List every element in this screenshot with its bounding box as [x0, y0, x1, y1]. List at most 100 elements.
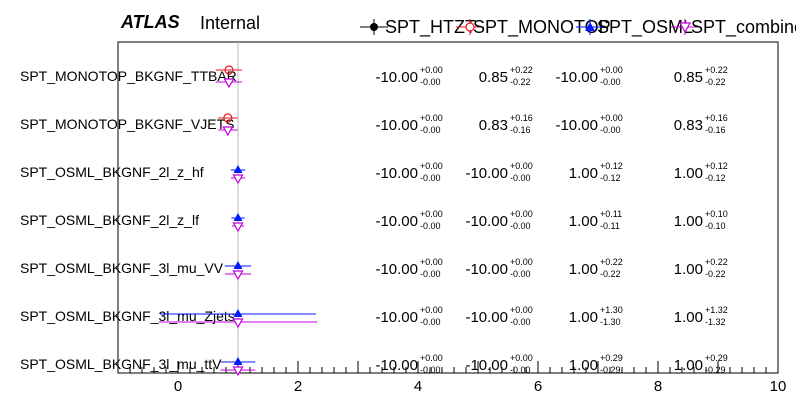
x-tick-label: 0	[174, 378, 182, 395]
x-tick-label: 2	[294, 378, 302, 395]
value-label: 0.83	[479, 117, 508, 134]
point-marker	[232, 270, 244, 281]
error-up-label: +0.16	[510, 113, 533, 123]
point-marker	[233, 357, 243, 365]
value-label: -10.00	[375, 69, 418, 86]
value-label: 1.00	[674, 357, 703, 374]
row-label: SPT_MONOTOP_BKGNF_VJETS	[20, 116, 234, 132]
error-up-label: +1.32	[705, 305, 728, 315]
point-marker	[223, 78, 235, 89]
error-down-label: -0.00	[420, 173, 441, 183]
error-down-label: -0.00	[420, 365, 441, 375]
value-label: 1.00	[674, 309, 703, 326]
value-label: -10.00	[375, 165, 418, 182]
error-up-label: +0.22	[600, 257, 623, 267]
error-up-label: +0.00	[600, 65, 623, 75]
value-label: -10.00	[555, 117, 598, 134]
value-label: 0.85	[674, 69, 703, 86]
error-down-label: -0.29	[600, 365, 621, 375]
error-up-label: +0.16	[705, 113, 728, 123]
error-up-label: +0.00	[510, 305, 533, 315]
error-down-label: -0.00	[420, 221, 441, 231]
legend-label-htzt: SPT_HTZT	[385, 17, 477, 37]
row-label: SPT_OSML_BKGNF_3l_mu_ttV	[20, 356, 222, 372]
error-down-label: -0.00	[420, 125, 441, 135]
error-down-label: -0.29	[705, 365, 726, 375]
legend-marker-combined-icon	[671, 19, 699, 35]
value-label: 1.00	[569, 213, 598, 230]
error-up-label: +0.00	[420, 305, 443, 315]
value-label: -10.00	[375, 213, 418, 230]
row-label: SPT_OSML_BKGNF_3l_mu_Zjets	[20, 308, 235, 324]
legend-label-osml: SPT_OSML	[597, 17, 694, 37]
error-down-label: -0.22	[600, 269, 621, 279]
error-up-label: +0.12	[705, 161, 728, 171]
point-marker	[233, 165, 243, 173]
value-label: 1.00	[569, 357, 598, 374]
point-marker	[222, 126, 234, 137]
value-label: -10.00	[375, 309, 418, 326]
point-marker	[223, 113, 233, 123]
error-down-label: -0.00	[420, 317, 441, 327]
row-label: SPT_MONOTOP_BKGNF_TTBAR	[20, 68, 237, 84]
value-label: -10.00	[465, 213, 508, 230]
value-label: 1.00	[674, 213, 703, 230]
x-tick-label: 4	[414, 378, 422, 395]
value-label: 1.00	[569, 261, 598, 278]
value-label: -10.00	[375, 117, 418, 134]
status-label: Internal	[200, 13, 261, 33]
atlas-label: ATLAS	[121, 12, 180, 32]
error-down-label: -0.16	[705, 125, 726, 135]
error-up-label: +0.00	[510, 257, 533, 267]
legend-marker-monotop-icon	[456, 19, 484, 35]
point-marker	[232, 318, 244, 329]
error-down-label: -0.00	[510, 173, 531, 183]
row-label: SPT_OSML_BKGNF_3l_mu_VV	[20, 260, 224, 276]
error-down-label: -0.12	[705, 173, 726, 183]
value-label: 1.00	[674, 165, 703, 182]
error-up-label: +0.10	[705, 209, 728, 219]
value-label: -10.00	[465, 357, 508, 374]
row-label: SPT_OSML_BKGNF_2l_z_lf	[20, 212, 199, 228]
value-label: 0.85	[479, 69, 508, 86]
error-down-label: -0.00	[600, 125, 621, 135]
point-marker	[233, 261, 243, 269]
error-up-label: +0.00	[420, 257, 443, 267]
value-label: -10.00	[375, 357, 418, 374]
error-up-label: +0.00	[510, 161, 533, 171]
x-tick-label: 10	[770, 378, 787, 395]
error-down-label: -0.22	[510, 77, 531, 87]
error-up-label: +0.00	[420, 113, 443, 123]
value-label: -10.00	[375, 261, 418, 278]
point-marker	[233, 309, 243, 317]
value-label: -10.00	[465, 165, 508, 182]
x-tick-label: 6	[534, 378, 542, 395]
legend-marker-osml-icon	[576, 19, 604, 35]
error-down-label: -0.16	[510, 125, 531, 135]
error-up-label: +0.11	[600, 209, 622, 219]
error-down-label: -0.00	[510, 221, 531, 231]
value-label: 1.00	[569, 165, 598, 182]
x-tick-label: 8	[654, 378, 662, 395]
value-label: -10.00	[555, 69, 598, 86]
value-label: -10.00	[465, 261, 508, 278]
error-up-label: +0.29	[705, 353, 728, 363]
error-up-label: +0.29	[600, 353, 623, 363]
error-down-label: -0.22	[705, 269, 726, 279]
error-up-label: +0.00	[420, 353, 443, 363]
error-up-label: +0.22	[510, 65, 533, 75]
error-up-label: +0.00	[420, 209, 443, 219]
legend-label-monotop: SPT_MONOTOP	[473, 17, 611, 37]
legend-marker-htzt-icon	[360, 19, 388, 35]
row-label: SPT_OSML_BKGNF_2l_z_hf	[20, 164, 204, 180]
error-up-label: +0.22	[705, 257, 728, 267]
value-label: 0.83	[674, 117, 703, 134]
error-down-label: -0.00	[600, 77, 621, 87]
value-label: 1.00	[569, 309, 598, 326]
error-up-label: +0.00	[510, 353, 533, 363]
error-down-label: -0.22	[705, 77, 726, 87]
point-marker	[232, 366, 244, 377]
error-down-label: -1.30	[600, 317, 621, 327]
value-label: 1.00	[674, 261, 703, 278]
